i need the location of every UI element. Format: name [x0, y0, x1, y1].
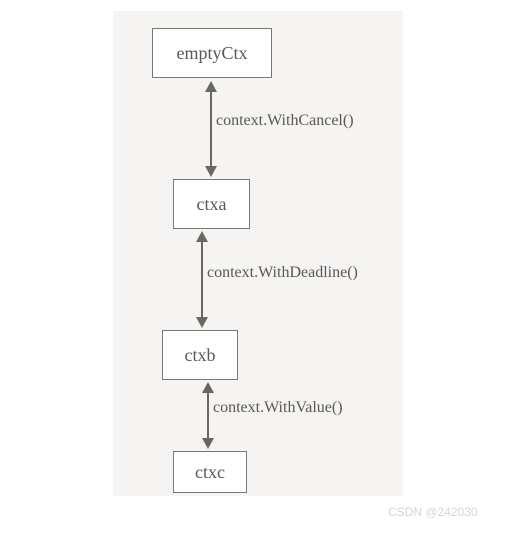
arrowhead-up-icon	[202, 382, 214, 393]
node-emptyctx: emptyCtx	[152, 28, 272, 78]
edge-label: context.WithCancel()	[216, 112, 354, 130]
node-ctxc: ctxc	[173, 451, 247, 493]
node-label: ctxb	[185, 345, 216, 366]
edge-line	[207, 393, 209, 438]
node-label: emptyCtx	[177, 43, 248, 64]
node-label: ctxa	[197, 194, 227, 215]
edge-line	[210, 92, 212, 166]
arrowhead-down-icon	[196, 317, 208, 328]
edge-line	[201, 242, 203, 317]
arrowhead-down-icon	[202, 438, 214, 449]
node-ctxb: ctxb	[162, 330, 238, 380]
edge-label: context.WithValue()	[213, 399, 343, 417]
diagram-canvas: emptyCtx context.WithCancel() ctxa conte…	[113, 11, 403, 496]
node-label: ctxc	[195, 462, 225, 483]
arrowhead-up-icon	[205, 81, 217, 92]
arrowhead-down-icon	[205, 166, 217, 177]
node-ctxa: ctxa	[173, 179, 250, 229]
arrowhead-up-icon	[196, 231, 208, 242]
watermark-text: CSDN @242030	[388, 505, 478, 519]
edge-label: context.WithDeadline()	[207, 264, 358, 282]
